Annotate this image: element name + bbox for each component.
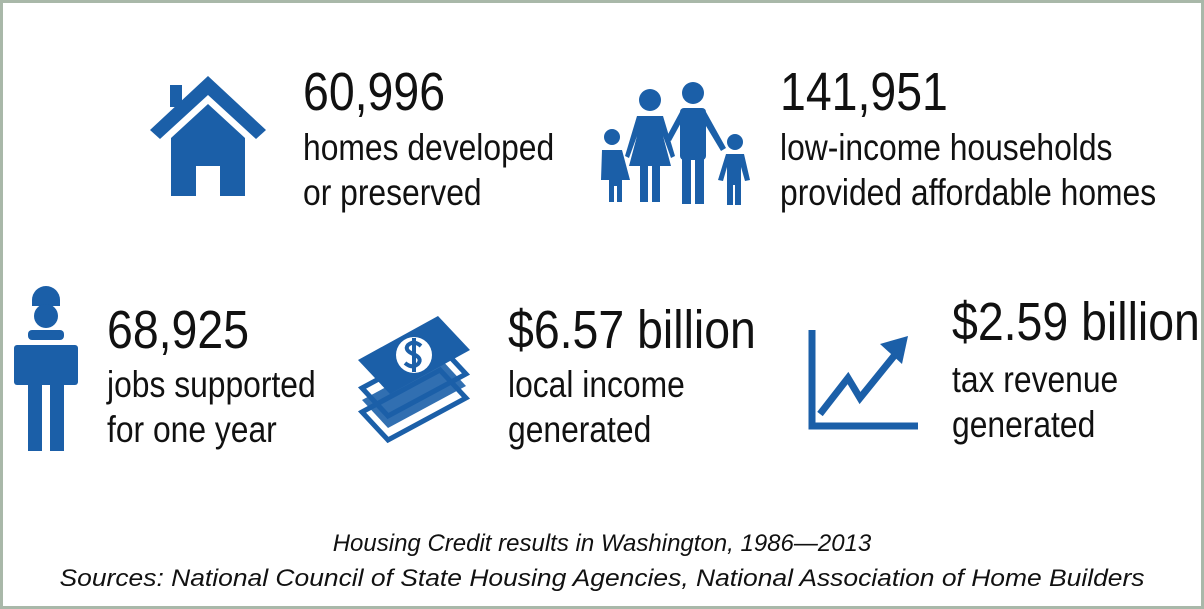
stat-value: 68,925 <box>107 299 249 360</box>
stat-value: 141,951 <box>780 61 948 122</box>
stat-description: provided affordable homes <box>780 173 1156 214</box>
sources: Sources: National Council of State Housi… <box>60 565 1145 592</box>
stat-value: $6.57 billion <box>508 299 756 360</box>
stat-description: local income <box>508 365 685 406</box>
growth-icon <box>808 330 918 430</box>
stat-description: tax revenue <box>952 360 1118 401</box>
money-icon <box>357 316 471 444</box>
stat-description: or preserved <box>303 173 482 214</box>
house-icon <box>150 76 266 196</box>
stat-description: homes developed <box>303 128 554 169</box>
worker-icon <box>14 286 78 451</box>
stat-description: generated <box>952 405 1095 446</box>
stat-description: generated <box>508 410 651 451</box>
caption: Housing Credit results in Washington, 19… <box>333 530 872 557</box>
stat-value: 60,996 <box>303 61 445 122</box>
family-icon <box>601 82 750 205</box>
stat-description: low-income households <box>780 128 1112 169</box>
stat-description: for one year <box>107 410 277 451</box>
stat-description: jobs supported <box>106 365 316 406</box>
stat-value: $2.59 billion <box>952 291 1200 352</box>
